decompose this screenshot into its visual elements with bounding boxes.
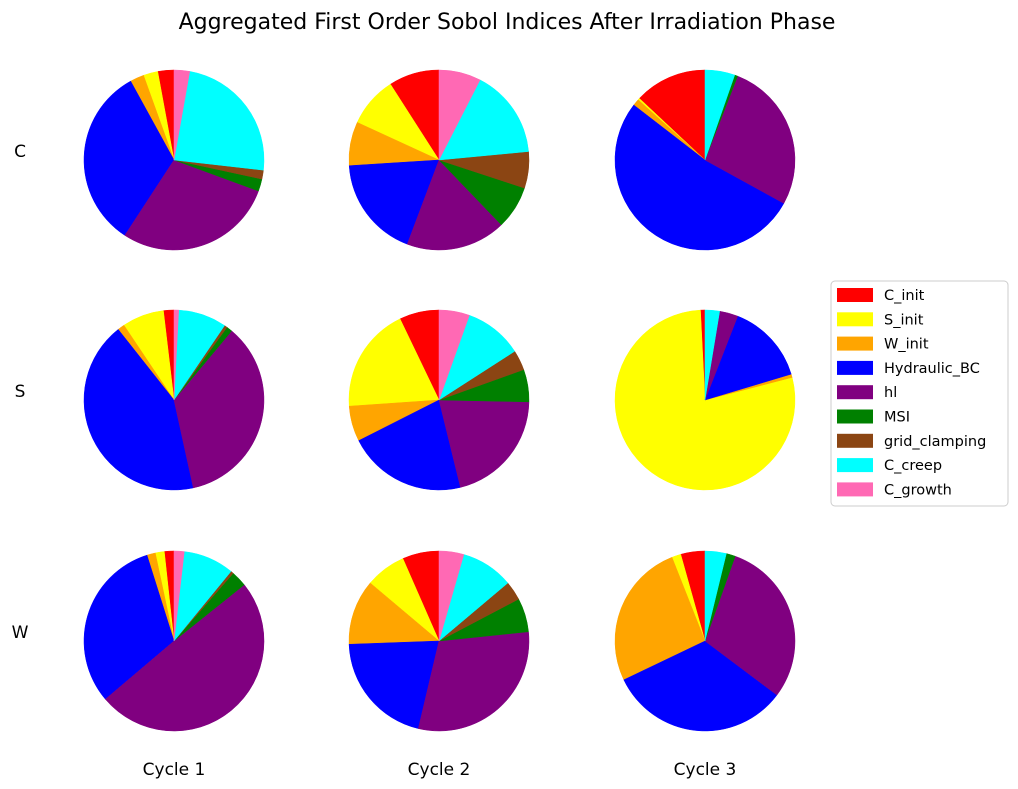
slice-w-cycle-3-hydraulic-bc [623,640,778,732]
slice-c-cycle-3-c-init [639,69,706,161]
slice-c-cycle-1-hl [124,159,259,251]
pie-w-cycle-1 [83,550,265,732]
slice-c-cycle-3-hydraulic-bc [614,104,785,251]
row-label-c: C [14,142,26,162]
slice-s-cycle-1-hl [173,330,265,489]
slice-c-cycle-3-hl [704,75,796,204]
pie-c-cycle-1 [83,69,265,251]
legend-label-grid-clamping: grid_clamping [884,434,986,450]
slice-s-cycle-1-c-growth [173,309,179,401]
column-label-cycle-2: Cycle 2 [408,760,471,780]
legend-label-msi: MSI [884,410,910,426]
pie-grid [83,69,796,732]
slice-c-cycle-2-c-growth [438,69,481,161]
legend-label-hl: hl [884,385,897,401]
pie-c-cycle-3 [614,69,796,251]
pie-w-cycle-3 [614,550,796,732]
slice-c-cycle-2-hydraulic-bc [348,159,440,245]
legend-swatch-hl [837,385,873,400]
chart-title: Aggregated First Order Sobol Indices Aft… [179,10,836,35]
legend-swatch-c-init [837,288,873,302]
legend-frame [830,280,1009,507]
legend-label-w-init: W_init [884,337,929,353]
slice-c-cycle-2-hl [406,159,502,251]
legend-label-c-init: C_init [884,288,925,304]
legend-swatch-c-growth [837,482,873,497]
row-label-s: S [15,382,26,402]
slice-w-cycle-1-hydraulic-bc [83,554,175,700]
pie-w-cycle-2 [348,550,530,732]
slice-w-cycle-2-hydraulic-bc [348,640,440,729]
legend-swatch-w-init [837,336,873,351]
slice-c-cycle-1-hydraulic-bc [83,80,175,236]
pie-s-cycle-1 [83,309,265,491]
slice-w-cycle-3-c-creep [704,550,727,642]
legend-label-c-growth: C_growth [884,482,952,498]
row-label-w: W [12,623,29,643]
column-label-cycle-3: Cycle 3 [674,760,737,780]
slice-w-cycle-2-w-init [348,582,440,645]
pie-s-cycle-3 [614,309,796,491]
slice-s-cycle-2-c-growth [438,309,470,401]
legend-swatch-hydraulic-bc [837,360,873,375]
legend-label-c-creep: C_creep [884,458,942,474]
slice-s-cycle-2-s-init [348,318,440,407]
legend-label-s-init: S_init [884,312,924,328]
slice-w-cycle-1-c-growth [173,550,185,642]
slice-c-cycle-3-c-creep [704,69,736,161]
legend-swatch-c-creep [837,458,873,473]
slice-w-cycle-3-hl [704,555,796,696]
slice-s-cycle-3-c-creep [704,309,720,401]
legend-swatch-s-init [837,312,873,327]
slice-w-cycle-2-hl [418,631,530,732]
slice-c-cycle-2-c-creep [438,79,529,161]
slice-c-cycle-1-c-growth [173,69,191,161]
legend-swatch-grid-clamping [837,433,873,448]
slice-s-cycle-1-hydraulic-bc [83,329,194,491]
pie-s-cycle-2 [348,309,530,491]
slice-s-cycle-2-hydraulic-bc [358,399,461,491]
column-label-cycle-1: Cycle 1 [143,760,206,780]
slice-c-cycle-1-c-creep [173,71,265,171]
pie-c-cycle-2 [348,69,530,251]
slice-w-cycle-2-c-growth [438,550,465,642]
legend-label-hydraulic-bc: Hydraulic_BC [884,361,980,377]
slice-s-cycle-3-hydraulic-bc [704,315,792,401]
slice-s-cycle-2-hl [438,399,530,488]
slice-w-cycle-3-w-init [614,556,706,681]
slice-w-cycle-1-hl [105,584,265,732]
legend-swatch-msi [837,409,873,424]
